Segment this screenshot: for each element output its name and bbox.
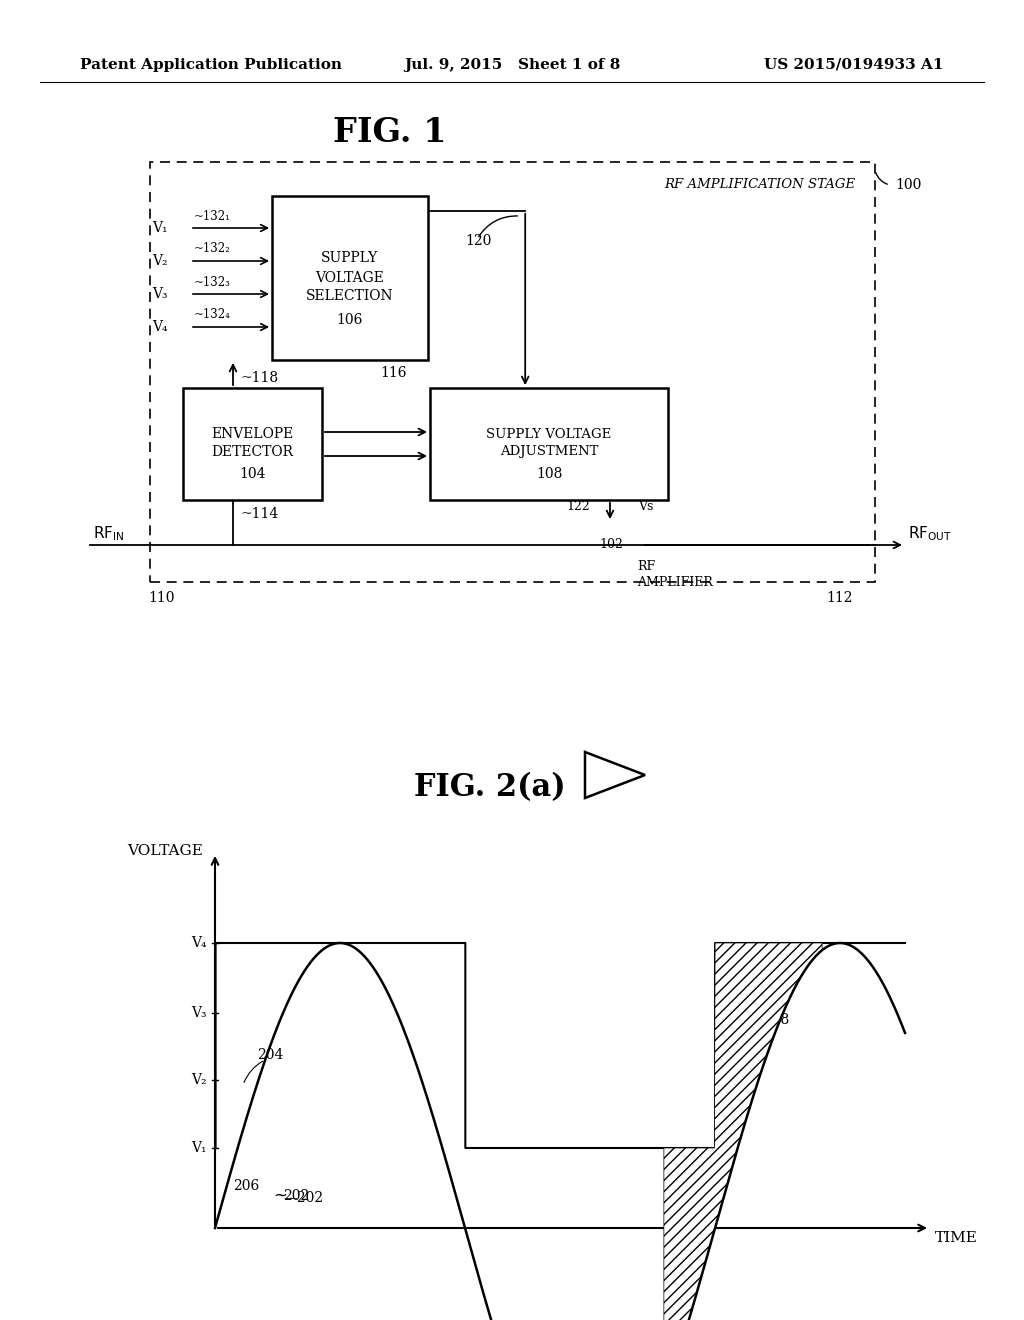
FancyArrowPatch shape (876, 173, 888, 185)
Text: V₁: V₁ (191, 1140, 207, 1155)
Text: V₂: V₂ (191, 1073, 207, 1086)
Text: 110: 110 (148, 591, 175, 605)
FancyArrowPatch shape (244, 1061, 262, 1082)
Text: —202: —202 (283, 1191, 324, 1205)
Text: ~132₁: ~132₁ (194, 210, 230, 223)
Text: ~132₂: ~132₂ (194, 243, 230, 256)
Text: VOLTAGE: VOLTAGE (315, 271, 384, 285)
Text: 202: 202 (283, 1189, 309, 1203)
Text: RF: RF (637, 561, 655, 573)
Polygon shape (664, 942, 822, 1320)
Text: SUPPLY: SUPPLY (322, 251, 379, 265)
Bar (272, 195, 428, 360)
Text: V₁: V₁ (152, 220, 168, 235)
Text: DETECTOR: DETECTOR (212, 445, 294, 459)
Text: 104: 104 (240, 467, 266, 480)
Text: ~114: ~114 (241, 507, 280, 521)
Text: 108: 108 (536, 467, 562, 480)
Text: 106: 106 (337, 313, 364, 327)
Text: ~118: ~118 (241, 371, 280, 385)
Text: 100: 100 (895, 178, 922, 191)
Text: VOLTAGE: VOLTAGE (127, 843, 203, 858)
Text: 120: 120 (465, 234, 492, 248)
Text: $\mathrm{RF_{IN}}$: $\mathrm{RF_{IN}}$ (93, 524, 125, 543)
Text: 116: 116 (380, 366, 407, 380)
Text: FIG. 2(a): FIG. 2(a) (414, 772, 566, 804)
Text: 102: 102 (599, 539, 623, 552)
Bar (430, 388, 668, 500)
Text: 204: 204 (257, 1048, 284, 1063)
Text: 208: 208 (763, 1012, 790, 1027)
Text: ~132₃: ~132₃ (194, 276, 230, 289)
Text: Jul. 9, 2015   Sheet 1 of 8: Jul. 9, 2015 Sheet 1 of 8 (403, 58, 621, 73)
Text: ENVELOPE: ENVELOPE (211, 426, 294, 441)
Text: SUPPLY VOLTAGE: SUPPLY VOLTAGE (486, 428, 611, 441)
Text: V₃: V₃ (152, 286, 168, 301)
Text: V₄: V₄ (191, 936, 207, 950)
Text: V₄: V₄ (152, 319, 168, 334)
Text: SELECTION: SELECTION (306, 289, 394, 304)
Text: ADJUSTMENT: ADJUSTMENT (500, 446, 598, 458)
Polygon shape (585, 752, 645, 799)
Text: Patent Application Publication: Patent Application Publication (80, 58, 342, 73)
Text: 206: 206 (233, 1179, 259, 1193)
Text: 112: 112 (826, 591, 853, 605)
Text: ~: ~ (273, 1187, 287, 1205)
Text: FIG. 1: FIG. 1 (333, 116, 446, 149)
Text: TIME: TIME (935, 1232, 978, 1245)
Text: AMPLIFIER: AMPLIFIER (637, 577, 713, 590)
Text: RF AMPLIFICATION STAGE: RF AMPLIFICATION STAGE (664, 177, 855, 190)
Text: ~132₄: ~132₄ (194, 309, 230, 322)
Text: $\mathrm{RF_{OUT}}$: $\mathrm{RF_{OUT}}$ (908, 524, 952, 543)
Text: 122: 122 (566, 499, 590, 512)
Text: Vs: Vs (638, 499, 653, 512)
Text: US 2015/0194933 A1: US 2015/0194933 A1 (765, 58, 944, 73)
FancyArrowPatch shape (478, 216, 517, 236)
Bar (150, 162, 874, 582)
Text: V₃: V₃ (191, 1006, 207, 1020)
Bar (183, 388, 322, 500)
Text: V₂: V₂ (152, 253, 168, 268)
